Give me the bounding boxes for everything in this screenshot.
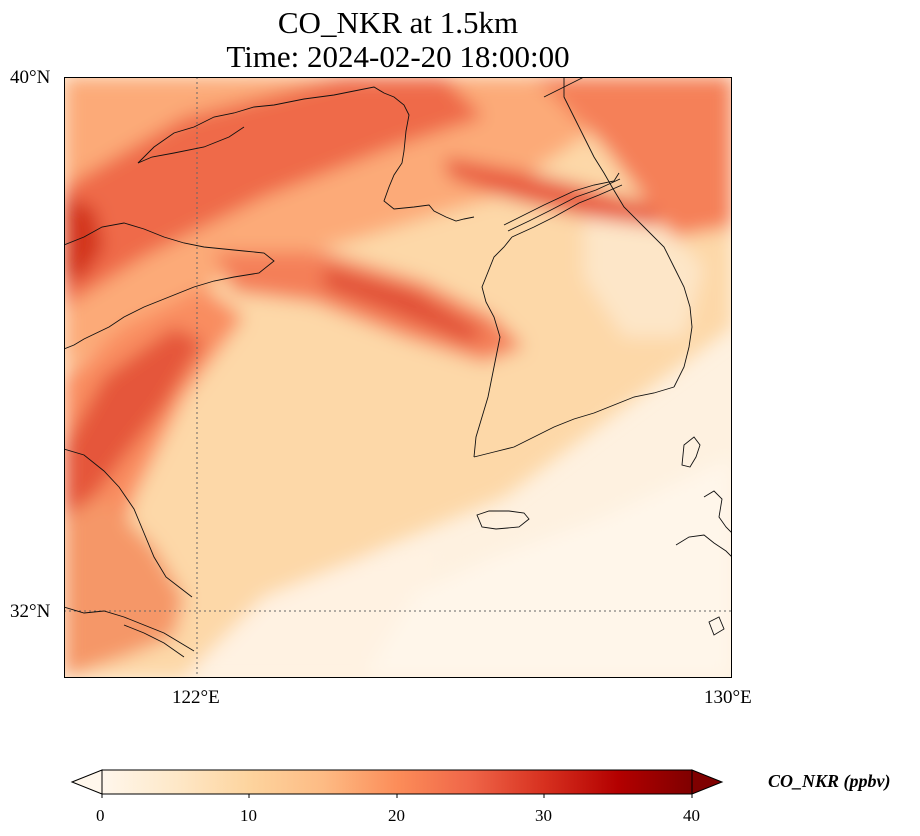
colorbar-bar (101, 769, 693, 795)
colorbar-tick-40: 40 (683, 806, 700, 825)
colorbar-tick-20: 20 (388, 806, 405, 825)
map-border (64, 77, 732, 678)
lat-tick-40n: 40°N (10, 67, 51, 88)
map-title-field: CO_NKR at 1.5km (277, 5, 519, 40)
colorbar-tick-30: 30 (535, 806, 552, 825)
lon-tick-122e: 122°E (172, 687, 220, 708)
coastlines (64, 77, 732, 658)
colorbar-title: CO_NKR (ppbv) (768, 771, 891, 791)
map-title-time: Time: 2024-02-20 18:00:00 (226, 39, 570, 74)
colorbar (66, 764, 726, 800)
colorbar-tick-0: 0 (96, 806, 105, 825)
colorbar-extend-max (691, 769, 724, 795)
colorbar-gradient (70, 769, 724, 798)
lat-tick-32n: 32°N (10, 601, 51, 622)
colorbar-tick-10: 10 (240, 806, 257, 825)
lon-tick-130e: 130°E (704, 687, 752, 708)
map-panel (64, 77, 732, 678)
co-field-layer (64, 77, 732, 678)
co-concentration-map (64, 77, 732, 678)
colorbar-extend-min (70, 769, 103, 795)
